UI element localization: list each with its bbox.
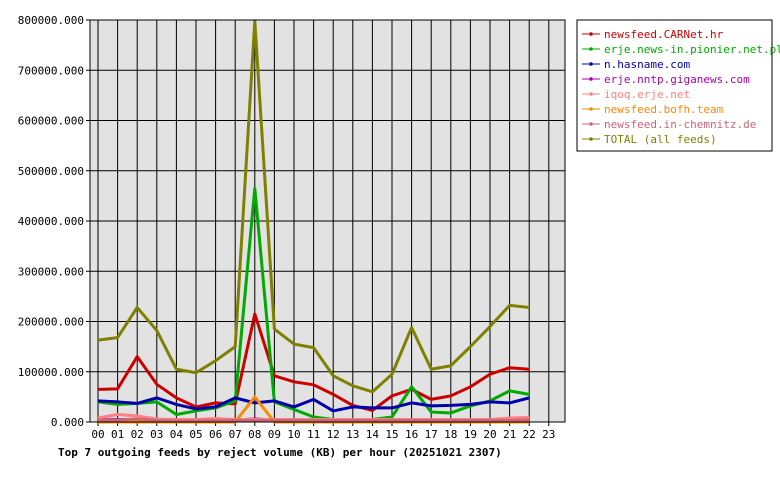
x-tick-label: 12 <box>327 428 340 441</box>
x-tick-label: 18 <box>444 428 457 441</box>
y-tick-label: 600000.000 <box>18 115 84 128</box>
x-tick-label: 17 <box>425 428 438 441</box>
y-tick-label: 300000.000 <box>18 265 84 278</box>
legend-label: TOTAL (all feeds) <box>604 133 717 146</box>
x-tick-label: 00 <box>91 428 104 441</box>
x-tick-label: 04 <box>170 428 184 441</box>
x-axis-ticks: 00 01 02 03 04 05 06 07 08 09 10 11 12 13 14 15 16 17 18 19… <box>91 422 555 441</box>
legend-label: erje.news-in.pionier.net.pl <box>604 43 780 56</box>
x-tick-label: 16 <box>405 428 418 441</box>
x-tick-label: 02 <box>131 428 144 441</box>
x-tick-label: 21 <box>503 428 516 441</box>
legend-box <box>576 19 773 152</box>
x-tick-label: 10 <box>287 428 300 441</box>
y-tick-label: 200000.000 <box>18 316 84 329</box>
x-tick-label: 09 <box>268 428 281 441</box>
y-tick-label: 100000.000 <box>18 366 84 379</box>
series-line-1 <box>97 186 530 421</box>
x-tick-label: 14 <box>366 428 380 441</box>
legend-label: newsfeed.CARNet.hr <box>604 28 724 41</box>
y-axis-ticks: 0.000 100000.000 200000.000 300000.000 40000… <box>18 14 90 429</box>
x-tick-label: 19 <box>464 428 477 441</box>
series-line-2 <box>97 396 530 413</box>
y-tick-label: 700000.000 <box>18 64 84 77</box>
x-tick-label: 22 <box>523 428 536 441</box>
legend-marker <box>589 92 593 96</box>
y-tick-label: 500000.000 <box>18 165 84 178</box>
y-tick-label: 400000.000 <box>18 215 84 228</box>
x-tick-label: 15 <box>385 428 398 441</box>
legend-label: iqoq.erje.net <box>604 88 690 101</box>
legend: newsfeed.CARNet.hr erje.news-in.pionier.n… <box>576 19 780 152</box>
legend-marker <box>589 47 593 51</box>
x-tick-label: 05 <box>189 428 202 441</box>
series-line-0 <box>97 312 530 412</box>
series-line-7 <box>97 19 530 394</box>
plot-border <box>89 19 566 423</box>
y-tick-label: 800000.000 <box>18 14 84 27</box>
legend-label: newsfeed.in-chemnitz.de <box>604 118 756 131</box>
x-tick-label: 07 <box>229 428 242 441</box>
legend-label: erje.nntp.giganews.com <box>604 73 750 86</box>
legend-marker <box>589 62 593 66</box>
x-tick-label: 23 <box>542 428 555 441</box>
x-tick-label: 06 <box>209 428 222 441</box>
x-tick-label: 13 <box>346 428 359 441</box>
legend-marker <box>589 32 593 36</box>
x-tick-label: 08 <box>248 428 261 441</box>
legend-marker <box>589 107 593 111</box>
x-tick-label: 01 <box>111 428 124 441</box>
x-tick-label: 20 <box>483 428 496 441</box>
legend-label: newsfeed.bofh.team <box>604 103 724 116</box>
legend-label: n.hasname.com <box>604 58 690 71</box>
legend-marker <box>589 77 593 81</box>
chart-caption: Top 7 outgoing feeds by reject volume (K… <box>58 446 502 459</box>
y-tick-label: 0.000 <box>51 416 84 429</box>
series-line-6 <box>97 417 530 423</box>
legend-marker <box>589 137 593 141</box>
x-tick-label: 11 <box>307 428 320 441</box>
x-tick-label: 03 <box>150 428 163 441</box>
legend-marker <box>589 122 593 126</box>
